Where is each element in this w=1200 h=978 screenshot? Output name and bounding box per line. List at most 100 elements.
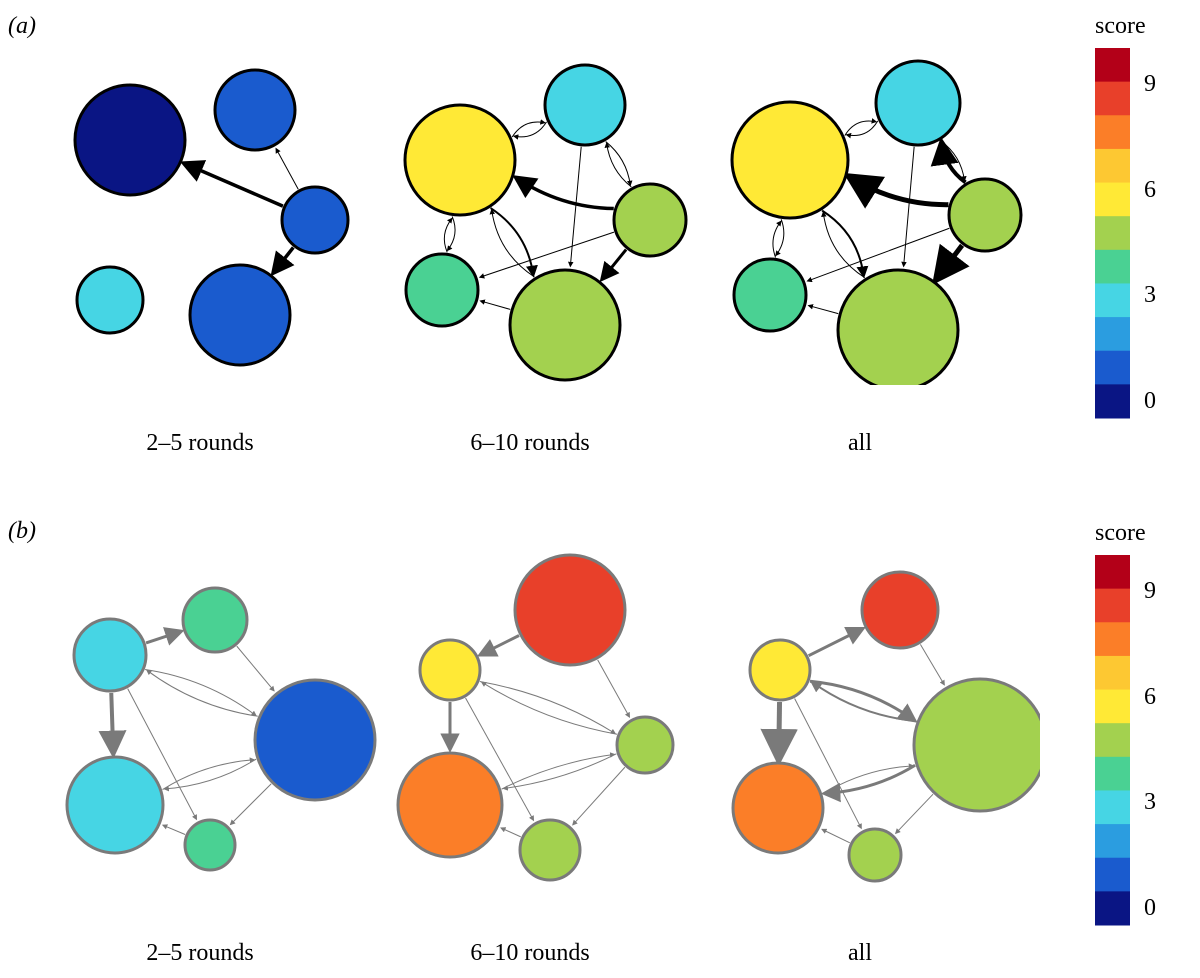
edge (492, 210, 535, 277)
edge (501, 828, 521, 837)
network-graph (700, 25, 1040, 385)
colorbar-title: score (1095, 13, 1146, 40)
edge (822, 211, 864, 276)
colorbar-tick: 3 (1144, 789, 1156, 816)
edge (480, 635, 519, 654)
column-caption: 2–5 rounds (70, 430, 330, 457)
edge (276, 149, 298, 190)
colorbar-cell (1095, 790, 1130, 824)
column-caption: 6–10 rounds (400, 940, 660, 967)
edge (502, 754, 615, 789)
colorbar-cell (1095, 283, 1130, 317)
column-caption: all (730, 940, 990, 967)
colorbar-cell (1095, 656, 1130, 690)
network-node (510, 270, 620, 380)
edge (504, 754, 617, 789)
colorbar-tick: 9 (1144, 71, 1156, 98)
network-node (420, 640, 480, 700)
colorbar-cell (1095, 317, 1130, 351)
edge (491, 208, 534, 275)
network-graph (370, 530, 710, 890)
network-node (190, 265, 290, 365)
colorbar-cell (1095, 183, 1130, 217)
network-node (74, 619, 146, 691)
figure-root: (a)2–5 rounds6–10 roundsall(b)2–5 rounds… (0, 0, 1200, 978)
network-node (617, 717, 673, 773)
edge (896, 794, 933, 833)
edge (779, 702, 780, 759)
edge (480, 301, 510, 309)
edge (810, 681, 914, 720)
network-node (876, 61, 960, 145)
edge (573, 767, 625, 825)
colorbar-cell (1095, 82, 1130, 116)
colorbar-cell (1095, 757, 1130, 791)
colorbar (1095, 555, 1190, 935)
network-node (406, 254, 478, 326)
edge (809, 629, 863, 656)
edge (480, 681, 615, 733)
colorbar-cell (1095, 250, 1130, 284)
network-node (614, 184, 686, 256)
colorbar-tick: 6 (1144, 684, 1156, 711)
colorbar-tick: 3 (1144, 282, 1156, 309)
network-node (515, 555, 625, 665)
edge (598, 660, 630, 717)
edge (606, 142, 631, 186)
network-graph (40, 530, 380, 890)
colorbar-cell (1095, 48, 1130, 82)
colorbar-cell (1095, 589, 1130, 623)
colorbar-cell (1095, 555, 1130, 589)
edge (920, 644, 944, 684)
edge (237, 646, 274, 691)
edge (570, 147, 581, 266)
edge (145, 670, 256, 716)
edge (447, 216, 455, 250)
network-graph (700, 530, 1040, 890)
edge (937, 245, 962, 279)
edge (146, 631, 181, 643)
network-node (67, 757, 163, 853)
edge (825, 765, 915, 793)
network-node (849, 829, 901, 881)
edge (602, 250, 626, 280)
network-node (77, 267, 143, 333)
network-node (862, 572, 938, 648)
edge (776, 219, 784, 255)
edge (231, 784, 272, 825)
edge (607, 143, 632, 187)
colorbar-cell (1095, 824, 1130, 858)
edge (822, 829, 850, 842)
edge (904, 147, 915, 266)
colorbar-cell (1095, 690, 1130, 724)
colorbar-cell (1095, 622, 1130, 656)
edge (111, 693, 113, 753)
colorbar-cell (1095, 149, 1130, 183)
edge (809, 306, 839, 314)
network-node (520, 820, 580, 880)
network-node (183, 588, 247, 652)
network-node (734, 259, 806, 331)
colorbar-cell (1095, 216, 1130, 250)
network-node (255, 680, 375, 800)
colorbar-cell (1095, 891, 1130, 925)
colorbar-cell (1095, 723, 1130, 757)
edge (184, 163, 283, 206)
edge (850, 177, 949, 205)
panel-label-b: (b) (8, 518, 36, 545)
edge (444, 218, 452, 252)
edge (163, 825, 185, 834)
edge (845, 121, 876, 136)
network-graph (40, 25, 380, 385)
edge (147, 670, 258, 716)
colorbar-title: score (1095, 520, 1146, 547)
edge (516, 178, 614, 209)
colorbar-cell (1095, 858, 1130, 892)
network-graph (370, 25, 710, 385)
colorbar-cell (1095, 115, 1130, 149)
network-node (215, 70, 295, 150)
colorbar-cell (1095, 351, 1130, 385)
network-node (75, 85, 185, 195)
edge (482, 682, 617, 734)
edge (273, 247, 293, 272)
